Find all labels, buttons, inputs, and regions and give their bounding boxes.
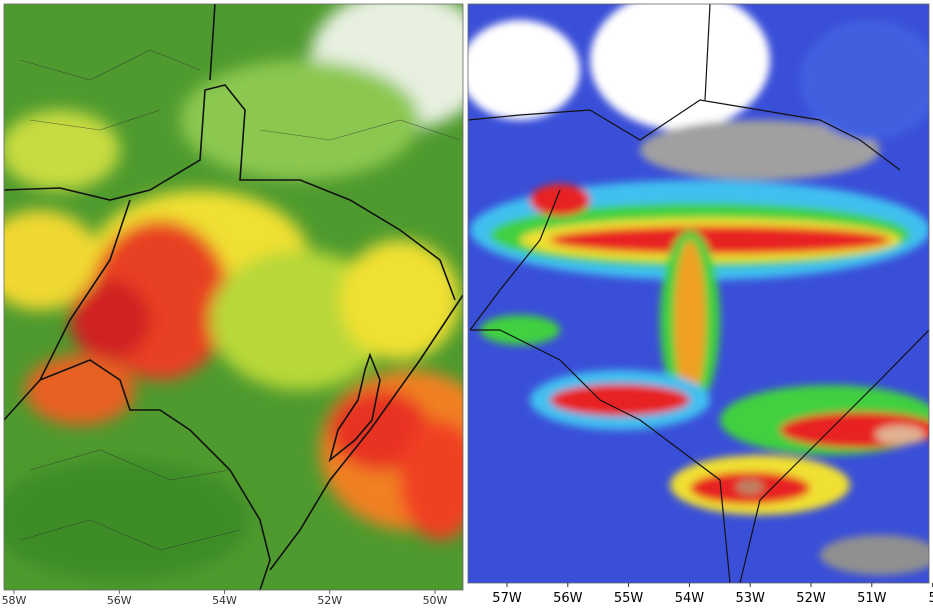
lon-label: 57W	[492, 591, 522, 606]
right-map	[468, 4, 929, 583]
lon-label: 56W	[553, 591, 583, 606]
right-frame	[467, 3, 930, 584]
left-frame	[3, 3, 464, 591]
lon-label: 58W	[2, 594, 27, 607]
lon-label: 52W	[317, 594, 342, 607]
lon-label: 51W	[857, 591, 887, 606]
lon-label: 53W	[735, 591, 765, 606]
left-lon-labels: 58W 56W 54W 52W 50W	[2, 590, 448, 607]
lon-label: 50W	[423, 594, 448, 607]
lon-label: 5	[928, 591, 933, 606]
lon-label: 52W	[796, 591, 826, 606]
left-map	[4, 4, 463, 590]
lon-label: 54W	[675, 591, 705, 606]
lon-label: 55W	[614, 591, 644, 606]
lon-label: 56W	[107, 594, 132, 607]
lon-label: 54W	[212, 594, 237, 607]
right-lon-labels: 57W 56W 55W 54W 53W 52W 51W 5	[492, 583, 933, 606]
